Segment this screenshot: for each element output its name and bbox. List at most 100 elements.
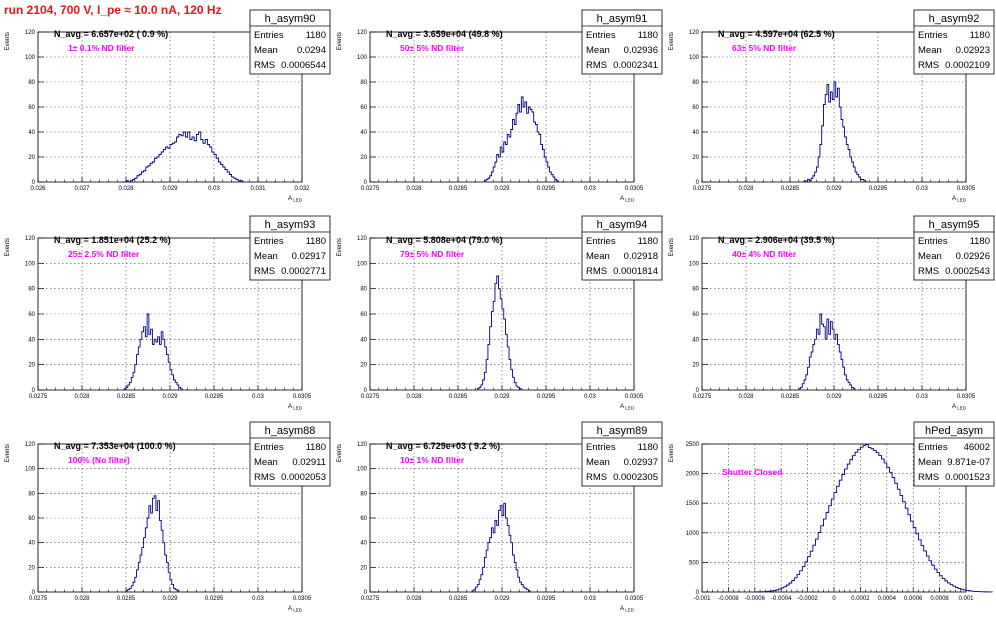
- stats-box: h_asym90 Entries 1180 Mean 0.0294 RMS 0.000654…: [249, 9, 331, 75]
- x-axis-title: A LED: [288, 606, 303, 613]
- stats-key-entries: Entries: [586, 30, 616, 41]
- histogram-name: h_asym95: [929, 219, 980, 231]
- y-tick-label: 0: [364, 180, 368, 186]
- x-tick-label: 0.0285: [449, 596, 468, 602]
- stats-box: h_asym88 Entries 1180 Mean 0.02911 RMS 0.00020…: [249, 421, 331, 487]
- x-tick-label: 0: [832, 596, 836, 602]
- stats-key-rms: RMS: [586, 60, 607, 71]
- x-tick-label: 0.0008: [930, 596, 949, 602]
- n-avg-label: N_avg = 7.353e+04 (100.0 %): [54, 441, 176, 451]
- stats-key-rms: RMS: [586, 266, 607, 277]
- y-tick-label: 100: [357, 55, 368, 61]
- stats-key-entries: Entries: [586, 236, 616, 247]
- x-tick-label: 0.029: [494, 394, 510, 400]
- x-tick-label: 0.0285: [781, 186, 800, 192]
- y-axis-title: Events: [669, 32, 675, 50]
- y-tick-label: 80: [28, 287, 35, 293]
- histogram-name: hPed_asym: [925, 425, 983, 437]
- histogram-line: [803, 81, 867, 183]
- stats-value-rms: 0.0002341: [613, 60, 658, 71]
- x-tick-label: 0.0285: [449, 186, 468, 192]
- stats-box-frame: [913, 421, 995, 487]
- histogram-line: [125, 495, 180, 592]
- x-tick-label: 0.0275: [693, 186, 712, 192]
- stats-value-rms: 0.0002109: [945, 60, 990, 71]
- y-tick-label: 100: [689, 261, 700, 267]
- stats-key-mean: Mean: [918, 45, 942, 56]
- stats-value-mean: 0.02911: [292, 457, 326, 468]
- y-tick-label: 0: [696, 590, 700, 596]
- n-avg-label: N_avg = 4.597e+04 (62.5 %): [718, 29, 835, 39]
- x-tick-label: 0.028: [406, 186, 422, 192]
- y-tick-label: 80: [692, 287, 699, 293]
- x-axis-title: A LED: [620, 606, 635, 613]
- y-tick-label: 40: [692, 337, 699, 343]
- y-tick-label: 120: [689, 236, 700, 242]
- histogram-panel-hPed_asym: -0.001 -0.0008 -0.0006 -0.0004 -0.0002 0 0.000…: [669, 421, 995, 602]
- x-tick-label: -0.0004: [771, 596, 792, 602]
- stats-value-rms: 0.0002771: [281, 266, 326, 277]
- histogram-line: [754, 444, 993, 593]
- x-tick-label: 0.027: [74, 186, 90, 192]
- histogram-panel-h_asym93: 0.0275 0.028 0.0285 0.029 0.0295 0.03 0.0305 0 2…: [5, 215, 331, 411]
- y-tick-label: 0: [696, 388, 700, 394]
- y-axis-title: Events: [5, 238, 11, 256]
- stats-key-mean: Mean: [254, 45, 278, 56]
- y-axis-title: Events: [337, 444, 343, 462]
- histogram-line: [476, 275, 522, 390]
- stats-key-mean: Mean: [254, 251, 278, 262]
- y-tick-label: 60: [360, 312, 367, 318]
- stats-box-frame: [581, 421, 663, 487]
- stats-key-mean: Mean: [918, 251, 942, 262]
- x-tick-label: 0.03: [252, 394, 264, 400]
- stats-key-entries: Entries: [254, 30, 284, 41]
- stats-box: hPed_asym Entries 46002 Mean 9.871e-07 RMS 0.0…: [913, 421, 995, 487]
- x-tick-label: 0.0295: [205, 596, 224, 602]
- y-tick-label: 60: [692, 312, 699, 318]
- x-axis-title: A LED: [620, 404, 635, 411]
- filter-label: 100% (No filter): [68, 455, 130, 465]
- x-tick-label: 0.0285: [781, 394, 800, 400]
- stats-key-rms: RMS: [918, 266, 939, 277]
- x-axis-title: A LED: [952, 404, 967, 411]
- y-tick-label: 20: [28, 565, 35, 571]
- y-tick-label: 120: [357, 236, 368, 242]
- y-tick-label: 0: [32, 590, 36, 596]
- stats-box: h_asym95 Entries 1180 Mean 0.02926 RMS 0.00025…: [913, 215, 995, 281]
- x-tick-label: 0.0295: [205, 394, 224, 400]
- x-axis-title: A LED: [288, 196, 303, 203]
- x-tick-label: 0.028: [738, 394, 754, 400]
- stats-box: h_asym89 Entries 1180 Mean 0.02937 RMS 0.00023…: [581, 421, 663, 487]
- y-tick-label: 60: [360, 105, 367, 111]
- filter-label: 63± 5% ND filter: [732, 43, 797, 53]
- y-tick-label: 60: [28, 312, 35, 318]
- y-tick-label: 100: [357, 467, 368, 473]
- y-tick-label: 100: [25, 261, 36, 267]
- stats-value-entries: 1180: [306, 442, 326, 453]
- histogram-name: h_asym94: [597, 219, 648, 231]
- histogram-panel-h_asym92: 0.0275 0.028 0.0285 0.029 0.0295 0.03 0.0305 0 2…: [669, 9, 995, 203]
- stats-box: h_asym92 Entries 1180 Mean 0.02923 RMS 0.00021…: [913, 9, 995, 75]
- page-title: run 2104, 700 V, I_pe ≈ 10.0 nA, 120 Hz: [4, 3, 222, 17]
- x-tick-label: 0.0305: [293, 596, 312, 602]
- y-tick-label: 100: [25, 467, 36, 473]
- x-tick-label: 0.03: [916, 394, 928, 400]
- n-avg-label: N_avg = 5.808e+04 (79.0 %): [386, 235, 503, 245]
- stats-value-entries: 1180: [970, 236, 990, 247]
- stats-box-frame: [581, 215, 663, 281]
- x-tick-label: 0.028: [738, 186, 754, 192]
- y-tick-label: 20: [360, 363, 367, 369]
- x-tick-label: 0.0275: [29, 596, 48, 602]
- x-tick-label: 0.029: [494, 596, 510, 602]
- y-tick-label: 120: [25, 236, 36, 242]
- x-axis-title: A LED: [952, 196, 967, 203]
- x-axis-title: A LED: [288, 404, 303, 411]
- y-axis-title: Events: [669, 444, 675, 462]
- y-tick-label: 40: [360, 337, 367, 343]
- x-tick-label: 0.0002: [851, 596, 870, 602]
- stats-value-mean: 0.02936: [624, 45, 658, 56]
- stats-box-frame: [249, 421, 331, 487]
- x-tick-label: 0.028: [74, 394, 90, 400]
- x-tick-label: 0.0295: [537, 186, 556, 192]
